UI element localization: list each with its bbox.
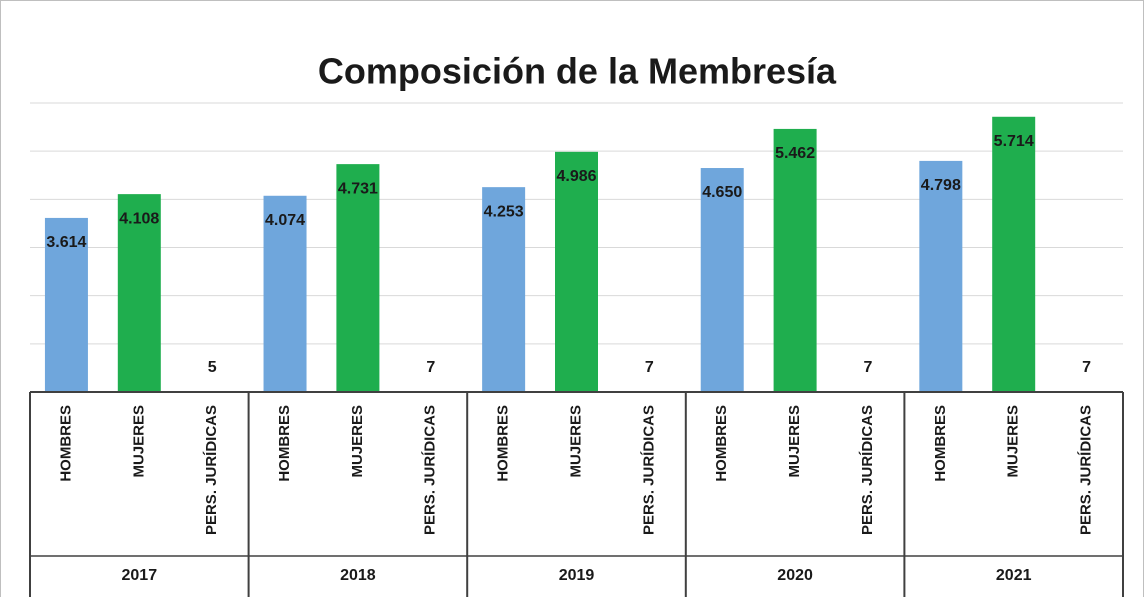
data-label: 4.074 [265,212,305,229]
data-label: 5.462 [775,145,815,162]
x-subcategory-label: MUJERES [786,405,803,478]
data-label: 4.731 [338,180,378,197]
data-label: 7 [645,359,654,376]
data-label: 4.986 [556,168,596,185]
data-label: 3.614 [46,234,86,251]
x-subcategory-label: PERS. JURÍDICAS [203,405,220,535]
x-subcategory-label: HOMBRES [57,405,74,482]
data-label: 5 [208,359,217,376]
x-category-label: 2021 [996,567,1032,584]
chart-title: Composición de la Membresía [318,51,837,92]
x-subcategory-label: HOMBRES [932,405,949,482]
x-subcategory-label: MUJERES [567,405,584,478]
x-category-label: 2017 [122,567,158,584]
x-category-label: 2019 [559,567,595,584]
bar [992,116,1036,392]
x-category-label: 2020 [777,567,813,584]
bar [44,217,88,392]
x-subcategory-label: HOMBRES [276,405,293,482]
data-label: 4.650 [702,184,742,201]
x-category-label: 2018 [340,567,376,584]
bar [919,160,963,392]
x-subcategory-label: MUJERES [349,405,366,478]
data-label: 7 [426,359,435,376]
x-subcategory-label: PERS. JURÍDICAS [640,405,657,535]
x-subcategory-label: PERS. JURÍDICAS [859,405,876,535]
bar [263,195,307,392]
bar [336,164,380,392]
bar [482,187,526,392]
x-subcategory-label: MUJERES [1005,405,1022,478]
x-subcategory-label: PERS. JURÍDICAS [1078,405,1095,535]
data-label: 4.108 [119,210,159,227]
x-subcategory-label: HOMBRES [713,405,730,482]
data-label: 5.714 [994,133,1034,150]
data-label: 4.798 [921,177,961,194]
bar [773,128,817,392]
x-subcategory-label: MUJERES [130,405,147,478]
x-subcategory-label: HOMBRES [495,405,512,482]
data-label: 4.253 [484,203,524,220]
data-label: 7 [864,359,873,376]
x-subcategory-label: PERS. JURÍDICAS [422,405,439,535]
bar [555,151,598,392]
bar [117,194,161,392]
bar [700,168,744,392]
data-label: 7 [1082,359,1091,376]
